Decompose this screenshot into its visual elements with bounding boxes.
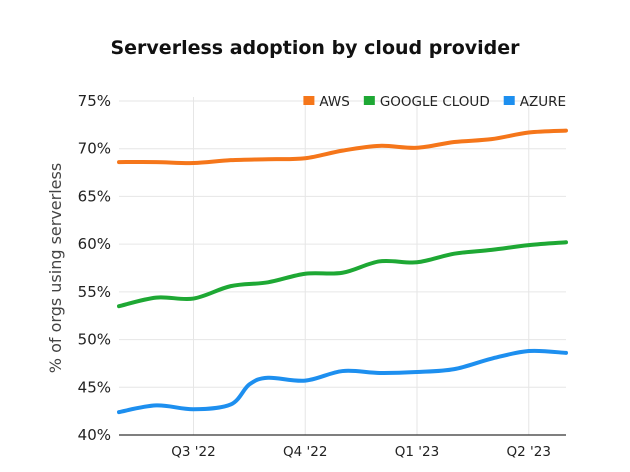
legend: AZURE GOOGLE CLOUD AWS bbox=[303, 94, 566, 110]
legend-swatch-azure bbox=[504, 96, 515, 105]
legend-swatch-aws bbox=[303, 96, 314, 105]
x-tick-label: Q2 '23 bbox=[507, 444, 551, 460]
x-tick-label: Q1 '23 bbox=[395, 444, 439, 460]
series-line-azure bbox=[119, 351, 566, 412]
x-tick-label: Q3 '22 bbox=[171, 444, 215, 460]
x-tick-label: Q4 '22 bbox=[283, 444, 327, 460]
legend-label-google-cloud: GOOGLE CLOUD bbox=[380, 94, 490, 110]
grid bbox=[119, 97, 566, 435]
y-tick-label: 50% bbox=[78, 331, 111, 349]
series-line-aws bbox=[119, 131, 566, 164]
y-tick-label: 45% bbox=[78, 378, 111, 396]
chart: Serverless adoption by cloud provider 40… bbox=[0, 0, 630, 472]
y-tick-label: 75% bbox=[78, 92, 111, 110]
x-axis: Q3 '22 Q4 '22 Q1 '23 Q2 '23 bbox=[119, 435, 566, 460]
chart-title: Serverless adoption by cloud provider bbox=[110, 37, 520, 59]
y-tick-label: 40% bbox=[78, 426, 111, 444]
legend-swatch-google-cloud bbox=[364, 96, 375, 105]
y-tick-label: 60% bbox=[78, 235, 111, 253]
series-lines bbox=[119, 131, 566, 413]
y-tick-label: 65% bbox=[78, 187, 111, 205]
y-tick-label: 70% bbox=[78, 140, 111, 158]
y-axis-label: % of orgs using serverless bbox=[46, 163, 65, 373]
y-axis: 40% 45% 50% 55% 60% 65% 70% 75% bbox=[78, 92, 111, 444]
series-line-google-cloud bbox=[119, 242, 566, 306]
legend-label-aws: AWS bbox=[319, 94, 349, 110]
legend-label-azure: AZURE bbox=[520, 94, 566, 110]
y-tick-label: 55% bbox=[78, 283, 111, 301]
